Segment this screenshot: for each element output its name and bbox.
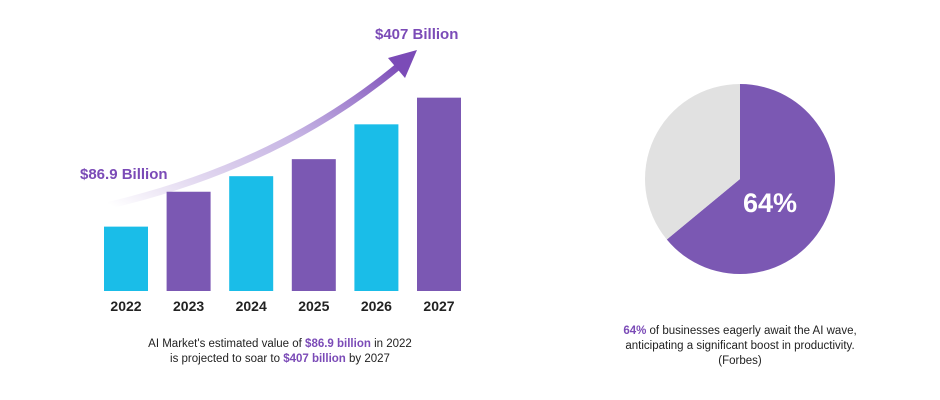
x-tick-label: 2024	[235, 298, 267, 314]
pie-slice-await-ai	[666, 83, 836, 275]
caption-line1-post: in 2022	[370, 338, 412, 350]
bar-2026	[354, 124, 399, 291]
caption-line1-highlight: $86.9 billion	[305, 338, 371, 350]
end-value-annotation: $407 Billion	[375, 26, 459, 43]
pie-center-label: 64%	[743, 188, 797, 218]
caption-line2-highlight: $407 billion	[283, 353, 346, 365]
bar-2022	[104, 226, 148, 291]
bar-2025	[291, 159, 336, 291]
pie-caption-line1: of businesses eagerly await the AI wave,	[646, 325, 857, 337]
start-value-annotation: $86.9 Billion	[80, 166, 168, 183]
x-tick-label: 2027	[423, 298, 455, 314]
x-tick-label: 2026	[360, 298, 392, 314]
pie-caption-line2: anticipating a significant boost in prod…	[625, 340, 855, 352]
caption-line1-pre: AI Market's estimated value of	[148, 338, 306, 350]
x-tick-label: 2025	[298, 298, 330, 314]
growth-arrow	[106, 61, 404, 209]
pie-chart-caption: 64% of businesses eagerly await the AI w…	[590, 324, 890, 369]
x-tick-label: 2022	[110, 298, 142, 314]
bar-2024	[229, 176, 274, 291]
caption-line2-pre: is projected to soar to	[170, 353, 284, 365]
bar-chart-caption: AI Market's estimated value of $86.9 bil…	[100, 337, 460, 367]
growth-arrow-head	[388, 50, 417, 78]
pie-caption-line3: (Forbes)	[718, 355, 762, 367]
caption-line2-post: by 2027	[345, 353, 390, 365]
pie-caption-highlight: 64%	[623, 325, 647, 337]
x-tick-label: 2023	[173, 298, 205, 314]
bar-2027	[417, 97, 461, 292]
bar-2023	[166, 191, 211, 291]
pie-slice-others	[645, 84, 740, 240]
